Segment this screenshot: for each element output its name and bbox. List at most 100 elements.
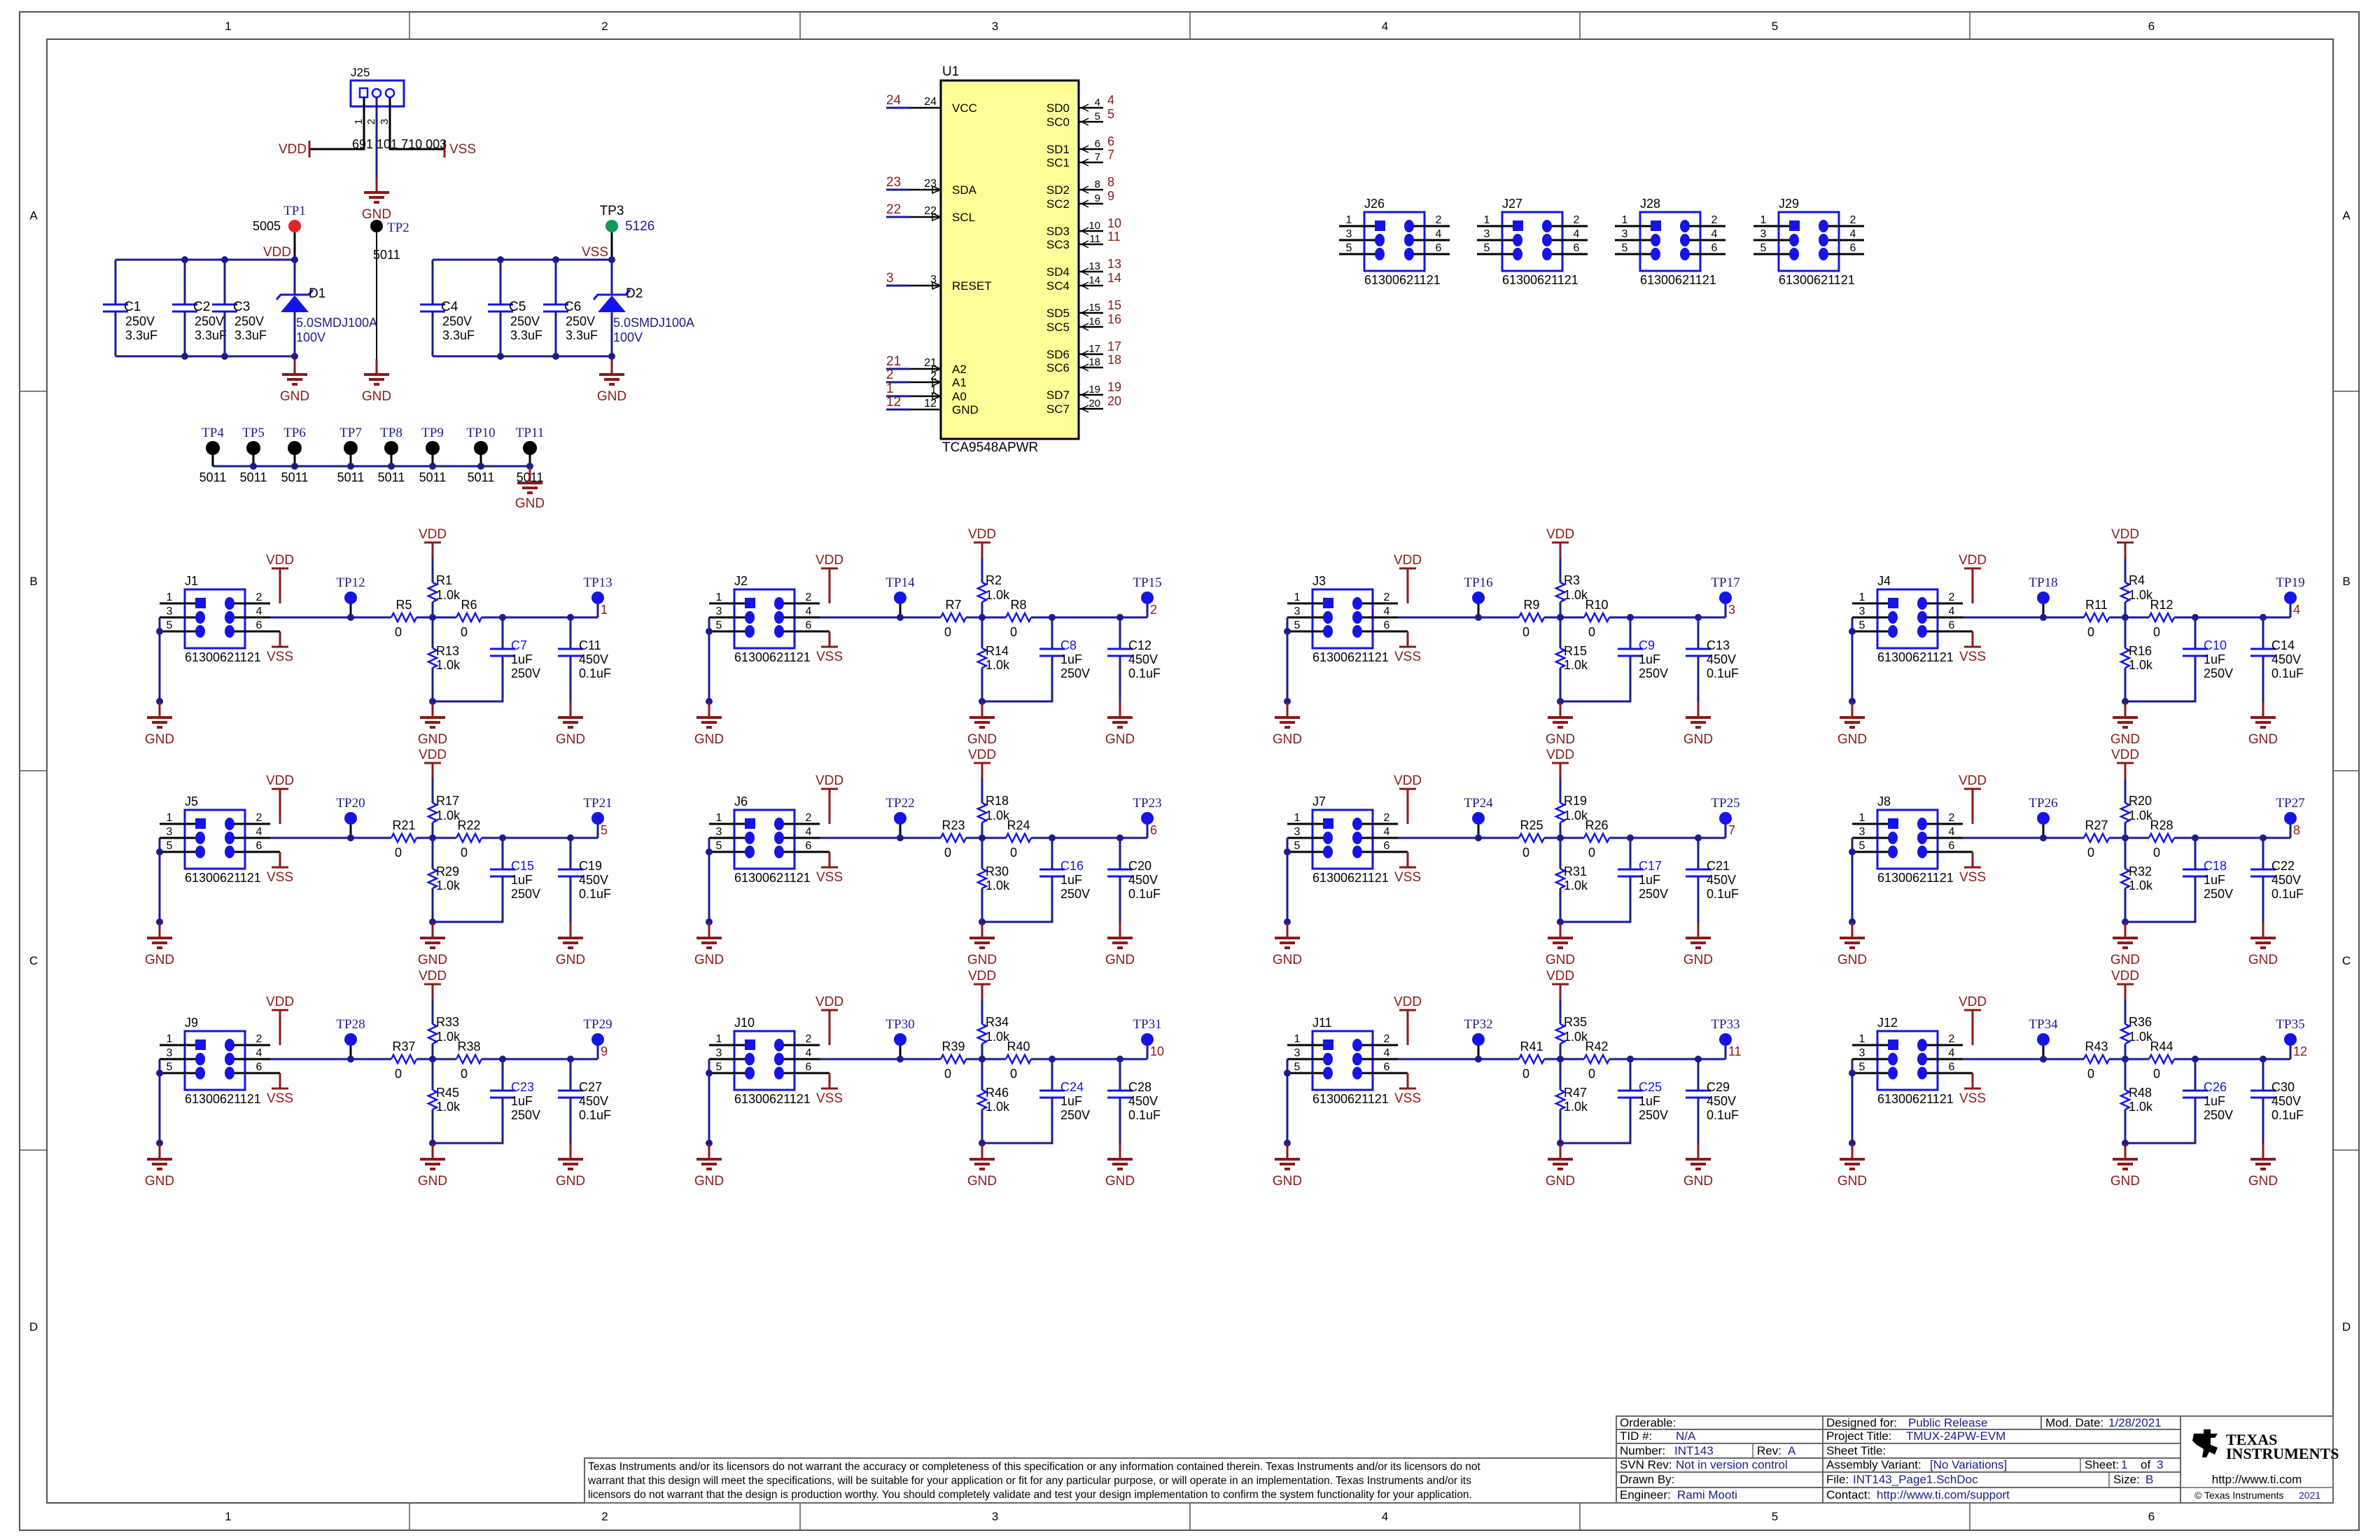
pin-number: 1 bbox=[1346, 214, 1352, 226]
power-label: VDD bbox=[1546, 748, 1574, 762]
resistor-ref: R19 bbox=[1564, 794, 1587, 808]
net-label: 9 bbox=[601, 1044, 608, 1058]
junction-dot bbox=[497, 256, 504, 263]
pin-input-arrow bbox=[932, 213, 942, 222]
resistor-value: 0 bbox=[1588, 625, 1595, 639]
junction-dot bbox=[1695, 1056, 1702, 1063]
pin-number: 14 bbox=[1088, 274, 1100, 286]
pin-number: 3 bbox=[167, 606, 173, 617]
header-connector-body bbox=[1363, 211, 1426, 272]
pin-number: 6 bbox=[1949, 620, 1955, 631]
capacitor-ref: C19 bbox=[579, 859, 602, 873]
pin-input-arrow bbox=[932, 186, 942, 195]
capacitor-ref: C28 bbox=[1128, 1080, 1152, 1094]
header-connector-body bbox=[1876, 1030, 1939, 1091]
junction-dot bbox=[1557, 614, 1564, 621]
junction-dot bbox=[1284, 848, 1291, 855]
gnd-label: GND bbox=[2110, 732, 2140, 747]
junction-dot bbox=[1475, 834, 1482, 841]
vss-net-label: VSS bbox=[582, 245, 608, 260]
testpoint-label: TP21 bbox=[583, 796, 612, 811]
pin-pad bbox=[1323, 846, 1333, 858]
capacitor-value: 1uF bbox=[511, 1094, 533, 1108]
pin-number: 4 bbox=[1384, 606, 1390, 617]
logo-text: Texas bbox=[2226, 1431, 2277, 1448]
capacitor-gap bbox=[1041, 869, 1063, 876]
gnd-label: GND bbox=[967, 1174, 997, 1189]
resistor-icon bbox=[1518, 832, 1546, 844]
capacitor-voltage: 250V bbox=[1060, 887, 1090, 901]
testpoint-label: TP8 bbox=[380, 426, 402, 440]
zone-column-label: 5 bbox=[1772, 1510, 1778, 1523]
junction-dot bbox=[2260, 834, 2267, 841]
capacitor-value: 0.1uF bbox=[2272, 887, 2304, 901]
pin-number: 6 bbox=[1850, 242, 1856, 254]
resistor-ref: R12 bbox=[2150, 598, 2173, 612]
u1-part: TCA9548APWR bbox=[942, 440, 1038, 455]
capacitor-voltage: 250V bbox=[1639, 887, 1668, 901]
capacitor-ref: C8 bbox=[1060, 638, 1077, 652]
capacitor-voltage: 450V bbox=[2272, 1094, 2301, 1108]
resistor-value: 0 bbox=[2087, 625, 2094, 639]
resistor-icon bbox=[1583, 832, 1611, 844]
resistor-value: 1.0k bbox=[436, 878, 461, 892]
pin1-square-pad bbox=[1323, 1040, 1334, 1050]
junction-dot bbox=[1284, 918, 1291, 925]
pin-number: 5 bbox=[1622, 242, 1628, 254]
resistor-value: 0 bbox=[1010, 625, 1017, 639]
header-part: 61300621121 bbox=[1312, 650, 1389, 664]
resistor-value: 1.0k bbox=[436, 588, 461, 602]
gnd-label: GND bbox=[1105, 732, 1135, 747]
header-connector-body bbox=[1777, 211, 1840, 272]
pin1-square-pad bbox=[1888, 1040, 1898, 1050]
gnd-label: GND bbox=[1837, 953, 1867, 967]
j25-pin-number: 2 bbox=[365, 119, 377, 125]
tp1-part: 5005 bbox=[253, 219, 281, 233]
resistor-ref: R4 bbox=[2129, 573, 2145, 587]
power-label: VSS bbox=[816, 1091, 843, 1106]
resistor-value: 1.0k bbox=[436, 808, 461, 822]
capacitor-ref: C23 bbox=[511, 1080, 534, 1094]
resistor-value: 0 bbox=[395, 846, 402, 860]
junction-dot bbox=[499, 614, 506, 621]
junction-dot bbox=[552, 256, 559, 263]
pin-number: 5 bbox=[716, 620, 722, 631]
title-field-label: TID #: bbox=[1620, 1429, 1652, 1443]
pin-name: SC6 bbox=[1046, 361, 1070, 374]
resistor-icon bbox=[426, 1023, 440, 1045]
cap-value: 3.3uF bbox=[510, 328, 542, 342]
gnd-label: GND bbox=[418, 953, 447, 967]
resistor-ref: R42 bbox=[1585, 1040, 1608, 1054]
pin-number: 2 bbox=[1850, 214, 1856, 226]
capacitor-ref: C21 bbox=[1707, 859, 1730, 873]
pin-number: 4 bbox=[1712, 228, 1718, 240]
capacitor-voltage: 250V bbox=[1060, 666, 1090, 680]
junction-dot bbox=[250, 463, 257, 470]
capacitor-gap bbox=[489, 304, 512, 312]
resistor-ref: R5 bbox=[396, 598, 412, 612]
capacitor-voltage: 450V bbox=[579, 652, 608, 666]
capacitor-voltage: 250V bbox=[2204, 666, 2233, 680]
pin-pad bbox=[1352, 1039, 1362, 1051]
capacitor-gap bbox=[1109, 649, 1131, 656]
gnd-label: GND bbox=[597, 389, 626, 404]
zone-row-label: A bbox=[29, 209, 38, 223]
channel-block-2: J2 61300621121 1 2 3 4 5 6 VDD VSS GND TP14 R7 0 R8 0 VD… bbox=[694, 527, 1162, 747]
testpoint-label: TP34 bbox=[2029, 1017, 2058, 1032]
pin-pad bbox=[1323, 1067, 1333, 1079]
pin-pad bbox=[1352, 846, 1362, 858]
header-connector-body bbox=[733, 808, 796, 870]
pin-number: 3 bbox=[167, 1047, 173, 1059]
capacitor-gap bbox=[2252, 869, 2274, 876]
resistor-value: 0 bbox=[395, 1067, 402, 1081]
net-label: 8 bbox=[2293, 823, 2300, 837]
pin-number: 5 bbox=[1484, 242, 1490, 254]
cap-voltage: 250V bbox=[234, 314, 264, 328]
resistor-value: 0 bbox=[1522, 846, 1530, 860]
net-label: 20 bbox=[1107, 394, 1121, 408]
pin-number: 1 bbox=[167, 1033, 173, 1045]
testpoint-label: TP23 bbox=[1133, 796, 1161, 811]
testpoint-icon bbox=[1472, 1033, 1485, 1046]
pin-pad bbox=[195, 611, 205, 624]
pin-pad bbox=[1888, 625, 1898, 638]
